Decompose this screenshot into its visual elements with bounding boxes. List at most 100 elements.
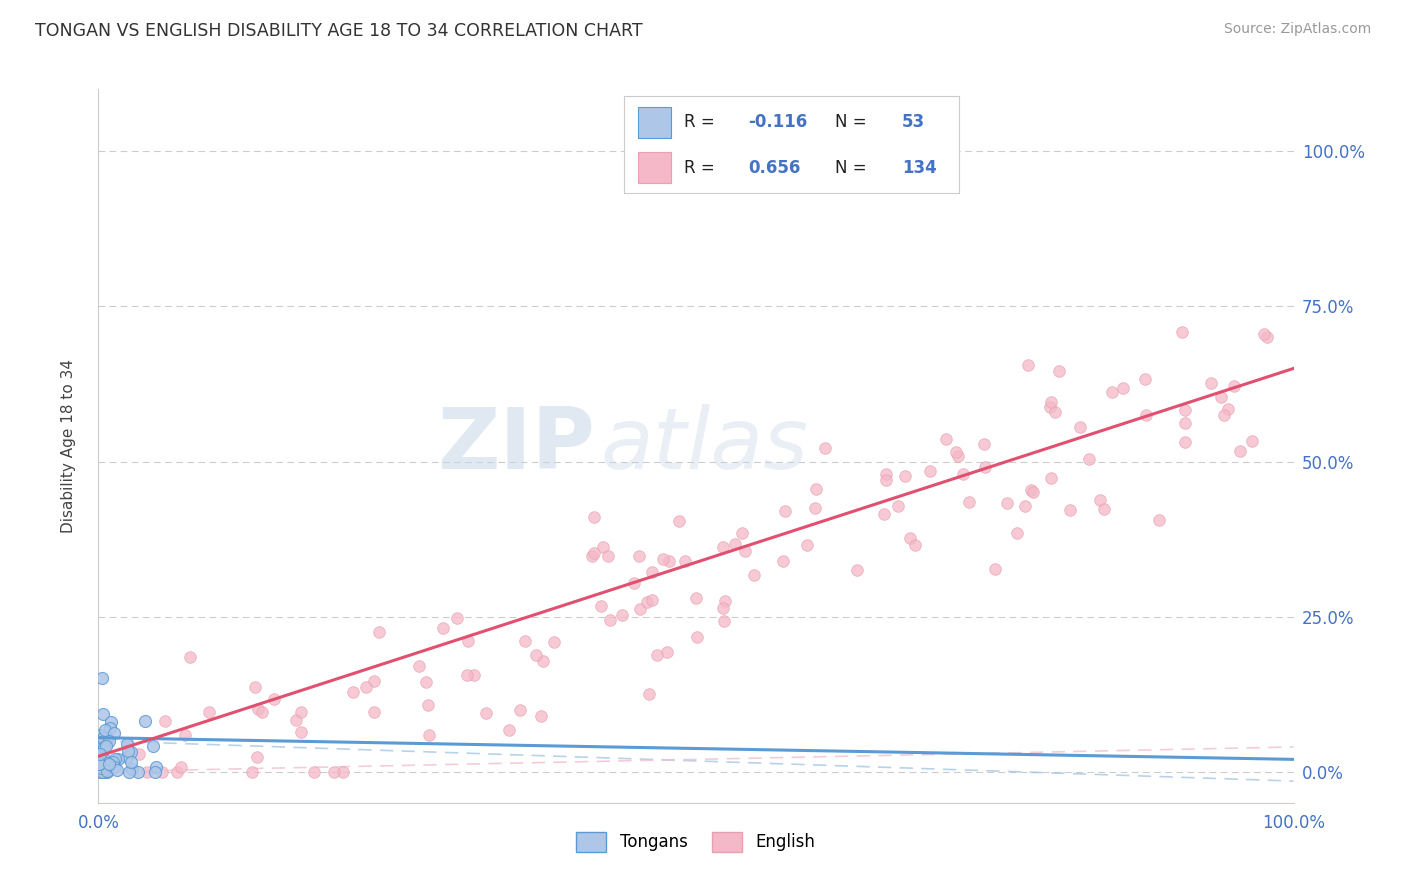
Point [1088,492,1111,507]
Point [1039,395,1062,409]
Point [145,760,167,774]
Point [89,728,111,742]
Point [898,532,921,546]
Point [105,763,128,777]
Text: atlas: atlas [600,404,808,488]
Point [263,692,285,706]
Point [143,764,166,779]
Point [1135,408,1157,422]
Point [475,706,498,720]
Point [240,764,263,779]
Point [91,731,114,745]
Point [101,755,124,769]
Point [89,757,111,772]
Point [1092,501,1115,516]
Point [1174,416,1197,430]
Point [96,764,118,779]
Point [984,562,1007,576]
Point [246,749,269,764]
Point [323,764,346,779]
Point [1005,526,1028,541]
Point [354,680,377,694]
Point [731,526,754,541]
Point [1043,405,1066,419]
Point [166,764,188,779]
Point [91,706,114,721]
Point [93,752,115,766]
Point [120,755,142,769]
Point [581,549,603,563]
Point [96,758,118,772]
Point [973,437,995,451]
Point [107,752,129,766]
Point [179,649,201,664]
Point [302,764,325,779]
Point [1170,326,1192,340]
Point [89,747,111,761]
Point [498,723,520,737]
Point [686,630,709,644]
Point [673,554,696,568]
Point [290,705,312,719]
Point [90,764,112,779]
Point [117,737,139,751]
Point [94,734,117,748]
Point [418,728,440,742]
Point [368,625,391,640]
Point [711,540,734,554]
Point [98,733,121,747]
Point [96,764,118,778]
Point [115,737,138,751]
Point [363,673,385,688]
Point [173,727,195,741]
Point [94,723,117,737]
Point [583,510,606,524]
Point [875,467,897,481]
Point [1014,499,1036,513]
Point [804,500,827,515]
Point [641,593,664,607]
Point [96,764,118,779]
Point [623,576,645,591]
Point [1047,364,1070,378]
Point [935,432,957,446]
Point [946,449,969,463]
Point [543,635,565,649]
Point [117,744,139,758]
Point [342,685,364,699]
Point [93,764,115,779]
Point [103,726,125,740]
Point [1253,326,1275,341]
Point [90,764,112,779]
Point [533,655,555,669]
Point [1256,330,1278,344]
Point [87,759,110,773]
Point [153,714,176,728]
Point [457,634,479,648]
Point [1133,372,1156,386]
Point [1240,434,1263,449]
Point [583,546,606,560]
Point [530,709,553,723]
Point [1111,381,1133,395]
Point [246,702,269,716]
Point [599,613,621,627]
Point [685,591,707,605]
Point [96,756,118,771]
Point [100,715,122,730]
Point [89,764,111,779]
Point [515,633,537,648]
Point [612,607,634,622]
Point [734,544,756,558]
Point [589,599,612,613]
Point [875,473,897,487]
Point [98,757,121,772]
Point [90,744,112,758]
Point [1069,420,1091,434]
Point [596,549,619,564]
Point [903,538,925,552]
Point [1229,444,1251,458]
Point [714,594,737,608]
Point [1017,358,1039,372]
Point [1174,402,1197,417]
